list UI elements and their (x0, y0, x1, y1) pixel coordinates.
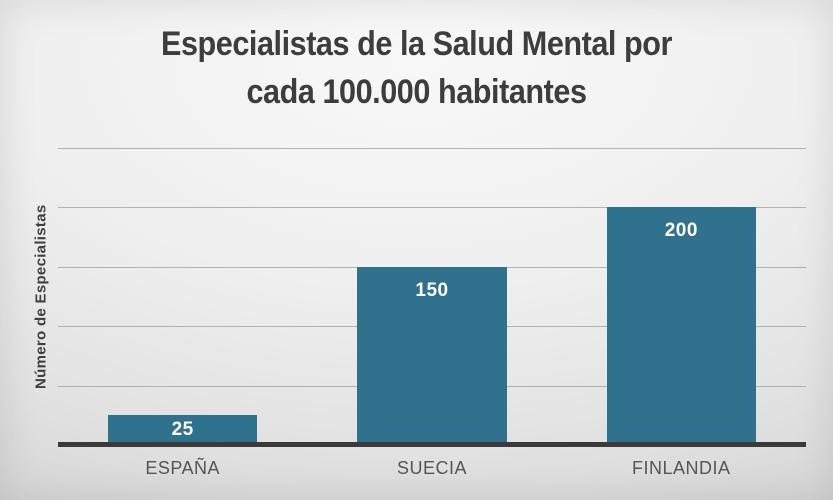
chart-title: Especialistas de la Salud Mental por cad… (160, 25, 672, 112)
plot-area: 25 150 200 (58, 148, 806, 447)
x-axis-category-label: ESPAÑA (145, 458, 221, 478)
gridline (58, 207, 806, 209)
bar-value-label: 25 (171, 419, 194, 441)
y-axis-title: Número de Especialistas (32, 204, 50, 389)
bar-value-label: 200 (664, 220, 698, 242)
x-axis-line (58, 442, 806, 447)
gridline (58, 148, 806, 149)
x-axis-category-label: SUECIA (396, 458, 467, 478)
x-axis-labels: ESPAÑA SUECIA FINLANDIA (58, 458, 806, 479)
bar-finlandia: 200 (606, 207, 757, 445)
bar-españa: 25 (107, 415, 258, 445)
bar-value-label: 150 (415, 279, 449, 301)
bar-suecia: 150 (357, 266, 507, 445)
x-axis-category-label: FINLANDIA (632, 458, 731, 478)
